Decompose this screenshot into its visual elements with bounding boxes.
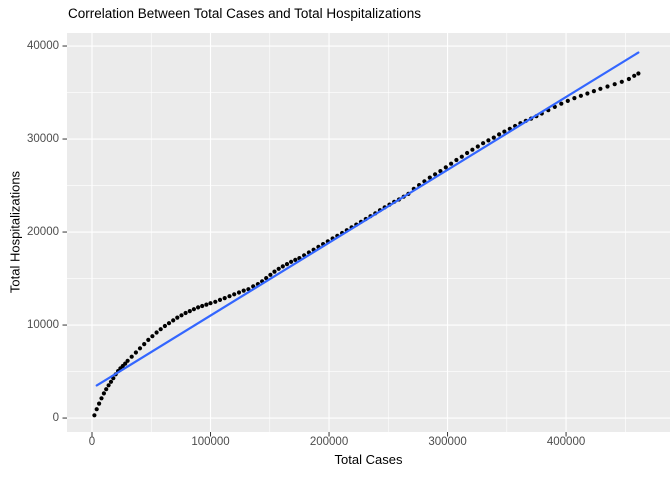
regression-line (95, 51, 640, 387)
y-tick-label: 30000 (27, 133, 59, 146)
x-axis-title: Total Cases (334, 452, 403, 467)
x-tick-label: 100000 (191, 436, 230, 448)
x-tick-label: 300000 (428, 436, 467, 448)
gridlines (67, 33, 670, 432)
axis-tick-marks (62, 45, 567, 437)
y-tick-label: 40000 (27, 40, 59, 53)
x-tick-label: 400000 (546, 436, 586, 448)
chart-title: Correlation Between Total Cases and Tota… (68, 6, 421, 21)
y-tick-label: 10000 (27, 319, 59, 332)
x-tick-label: 200000 (309, 436, 349, 448)
y-tick-label: 0 (52, 412, 59, 425)
y-tick-label: 20000 (27, 226, 59, 239)
x-tick-label: 0 (88, 436, 96, 448)
